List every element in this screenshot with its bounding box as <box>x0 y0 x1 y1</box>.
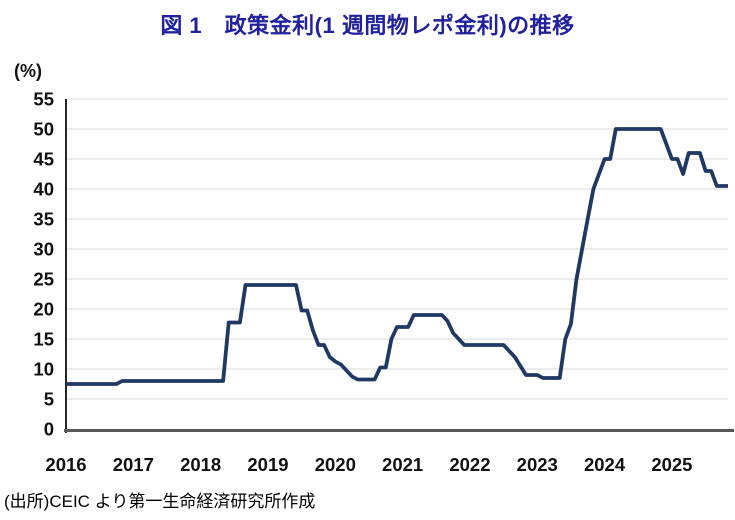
y-tick-label: 20 <box>33 299 54 320</box>
y-tick-label: 30 <box>33 239 54 260</box>
source-note: (出所)CEIC より第一生命経済研究所作成 <box>4 492 316 511</box>
policy-rate-line <box>66 127 728 386</box>
x-tick-label: 2023 <box>517 454 558 475</box>
chart-title: 図 1 政策金利(1 週間物レポ金利)の推移 <box>160 13 575 38</box>
x-tick-label: 2020 <box>315 454 356 475</box>
y-axis-unit-label: (%) <box>14 61 42 81</box>
x-tick-label: 2024 <box>584 454 626 475</box>
y-tick-label: 55 <box>33 89 54 110</box>
x-tick-label: 2021 <box>382 454 423 475</box>
x-tick-label: 2019 <box>247 454 288 475</box>
y-tick-label: 0 <box>44 419 54 440</box>
y-tick-label: 5 <box>44 389 54 410</box>
y-tick-label: 45 <box>33 149 54 170</box>
y-tick-label: 40 <box>33 179 54 200</box>
y-tick-label: 25 <box>33 269 54 290</box>
x-tick-label: 2025 <box>651 454 692 475</box>
y-tick-label: 10 <box>33 359 54 380</box>
y-tick-label: 15 <box>33 329 54 350</box>
y-tick-label: 35 <box>33 209 54 230</box>
y-tick-label: 50 <box>33 119 54 140</box>
x-tick-label: 2018 <box>180 454 221 475</box>
x-tick-label: 2017 <box>113 454 154 475</box>
x-tick-label: 2016 <box>45 454 86 475</box>
x-tick-label: 2022 <box>449 454 490 475</box>
